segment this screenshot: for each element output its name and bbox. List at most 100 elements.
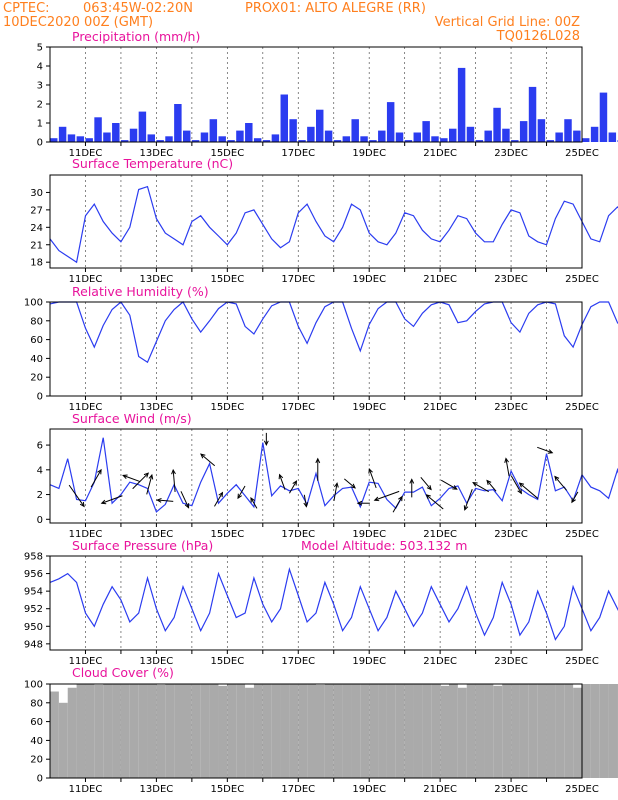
xtick-label: 11DEC <box>69 656 103 667</box>
precip-bar <box>58 126 67 142</box>
pres-frame <box>49 555 583 651</box>
precip-bar <box>440 138 448 142</box>
wind-vector <box>146 473 154 495</box>
cloud-cover-plot: 0 20 40 60 80 100 11DEC 13DEC 15DEC 17DEC 19DEC 21D… <box>24 680 618 795</box>
precip-bar <box>342 136 351 142</box>
wind-vector-head <box>171 468 176 475</box>
cloud-bar <box>245 687 254 778</box>
wind-vector-shaft <box>68 484 85 507</box>
wind-vector-head <box>486 479 492 486</box>
wind-vector-head <box>79 501 85 508</box>
wind-vector <box>278 473 286 490</box>
wind-vector <box>180 491 190 509</box>
wind-line <box>49 437 618 513</box>
cloud-bar <box>395 684 405 778</box>
cloud-bar <box>413 684 423 778</box>
precip-bar <box>156 140 164 142</box>
wind-vector-head <box>554 475 560 482</box>
cloud-bar <box>386 684 396 778</box>
wind-vector <box>356 500 370 506</box>
ytick-label: 20 <box>30 373 43 384</box>
precip-bar <box>413 132 421 142</box>
cloud-bar <box>573 687 582 778</box>
wind-vector-shaft <box>101 495 123 504</box>
precip-bar <box>608 132 617 142</box>
cloud-bar <box>599 684 609 778</box>
wind-vector <box>373 490 400 502</box>
wind-vector-head <box>472 482 478 487</box>
xtick-label: 15DEC <box>210 656 244 667</box>
ytick-label: 21 <box>30 240 43 251</box>
cloud-bar <box>333 684 343 778</box>
wind-vector-head <box>278 473 284 480</box>
cloud-cover-title: Cloud Cover (%) <box>72 665 174 680</box>
cloud-bar <box>129 684 139 778</box>
ytick-label: 27 <box>30 205 43 216</box>
cloud-bar <box>511 684 520 778</box>
precip-bar <box>103 132 111 142</box>
precip-bar <box>298 140 306 142</box>
xtick-label: 17DEC <box>281 784 315 795</box>
wind-vector-head <box>97 468 102 475</box>
wind-vector-shaft <box>146 474 153 495</box>
rh-line <box>49 301 618 364</box>
wind-vector <box>368 467 377 489</box>
ytick-label: 4 <box>37 465 43 476</box>
cloud-bar <box>58 702 68 778</box>
precip-frame <box>49 46 583 143</box>
rh-frame <box>49 301 583 397</box>
wind-vector <box>100 495 123 505</box>
precip-bar <box>449 128 457 142</box>
cloud-bar <box>351 684 361 778</box>
cloud-bar <box>457 687 467 778</box>
cloud-bar <box>564 684 574 778</box>
ytick-label: 6 <box>37 441 43 452</box>
wind-vector <box>537 446 554 454</box>
cloud-bar <box>271 684 281 778</box>
precipitation-plot: 0 1 2 3 4 5 11DEC 13DEC 15DEC 17DEC 19DEC 21DEC 23DE… <box>37 43 618 159</box>
precip-bar <box>174 104 182 142</box>
wind-vector <box>289 480 298 494</box>
wind-vector-head <box>100 499 107 505</box>
cloud-bar <box>253 684 263 778</box>
wind-vector-shaft <box>333 483 338 502</box>
wind-vector <box>303 494 309 508</box>
cloud-bar <box>475 684 485 778</box>
cloud-bar <box>528 684 538 778</box>
header-grid-note: Vertical Grid Line: 00Z <box>435 15 580 30</box>
wind-vector <box>263 432 269 447</box>
wind-vector <box>156 497 174 503</box>
cloud-bar <box>324 684 334 778</box>
ytick-label: 0 <box>37 515 43 526</box>
xtick-label: 13DEC <box>140 529 174 540</box>
wind-vector <box>132 472 150 490</box>
wind-vector-shaft <box>554 476 567 491</box>
pressure-plot: 948 950 952 954 956 958 11DEC 13DEC 15DEC 17DEC 19… <box>24 552 618 667</box>
wind-vector <box>554 475 567 491</box>
ytick-label: 5 <box>37 43 43 54</box>
xtick-label: 13DEC <box>140 784 174 795</box>
xtick-label: 21DEC <box>423 402 457 413</box>
wind-vector <box>68 484 85 508</box>
precip-bar <box>138 111 147 142</box>
precip-bar <box>404 140 413 142</box>
precip-bar <box>537 119 546 142</box>
wind-vector-head <box>184 503 190 509</box>
precip-bar <box>129 128 138 142</box>
precip-bar <box>236 130 244 142</box>
wind-frame <box>49 428 583 524</box>
precip-bar <box>360 136 368 142</box>
xtick-label: 19DEC <box>352 402 386 413</box>
cloud-bar <box>85 684 95 778</box>
xtick-label: 23DEC <box>494 656 528 667</box>
wind-vector <box>90 468 102 488</box>
ytick-label: 3 <box>37 81 43 92</box>
wind-vector-shaft <box>237 485 246 499</box>
precip-bar <box>457 67 466 142</box>
wind-vector-shaft <box>157 499 174 502</box>
wind-vector <box>392 495 403 513</box>
xtick-label: 17DEC <box>281 656 315 667</box>
xtick-label: 13DEC <box>140 402 174 413</box>
temperature-plot: 18 21 24 27 30 11DEC 13DEC 15DEC 17DEC 19DEC 21DEC… <box>30 174 618 285</box>
